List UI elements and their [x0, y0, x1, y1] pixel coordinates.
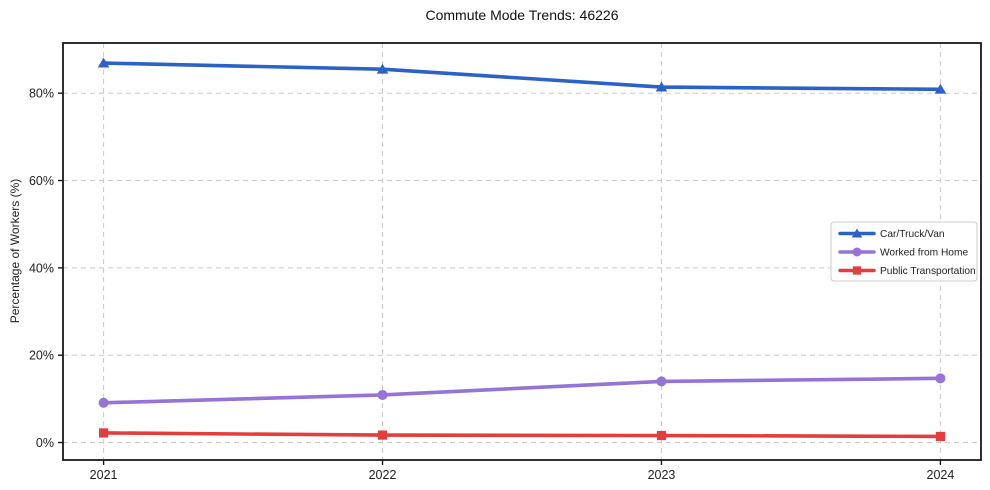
y-tick-label: 40% — [29, 261, 54, 275]
y-tick-label: 60% — [29, 174, 54, 188]
legend-item: Worked from Home — [838, 247, 968, 259]
series-line — [101, 61, 943, 92]
legend: Car/Truck/Van Worked from Home Public Tran… — [830, 221, 978, 282]
chart-title: Commute Mode Trends: 46226 — [425, 7, 619, 23]
x-tick-label: 2024 — [927, 468, 955, 482]
series-worked-from-home — [98, 373, 946, 408]
y-axis-label: Percentage of Workers (%) — [8, 178, 22, 324]
legend-label: Car/Truck/Van — [880, 229, 945, 240]
triangle-marker — [376, 63, 389, 74]
series-line — [101, 431, 943, 439]
triangle-marker — [655, 81, 668, 92]
circle-marker — [852, 247, 862, 257]
x-tick-label: 2022 — [369, 468, 397, 482]
triangle-marker — [934, 83, 947, 94]
legend-box — [830, 221, 978, 282]
x-tick-label: 2023 — [648, 468, 676, 482]
series-line — [101, 376, 943, 405]
legend-item: Car/Truck/Van — [838, 228, 945, 240]
circle-marker — [656, 376, 667, 387]
y-tick-label: 0% — [36, 436, 54, 450]
legend-item: Public Transportation — [838, 266, 976, 277]
plot-border — [62, 42, 982, 461]
square-marker — [656, 430, 667, 441]
y-tick-label: 80% — [29, 87, 54, 101]
square-marker — [935, 431, 946, 442]
square-marker — [377, 430, 388, 440]
series-car-truck-van — [97, 57, 947, 94]
circle-marker — [935, 373, 946, 384]
circle-marker — [377, 389, 388, 400]
legend-label: Public Transportation — [880, 266, 976, 277]
legend-label: Worked from Home — [880, 248, 968, 259]
square-marker — [98, 428, 109, 438]
y-tick-label: 20% — [29, 349, 54, 363]
series-public-transportation — [98, 428, 946, 442]
x-tick-label: 2021 — [90, 468, 118, 482]
triangle-marker — [851, 228, 863, 238]
square-marker — [852, 266, 862, 275]
circle-marker — [98, 397, 109, 408]
triangle-marker — [97, 57, 110, 68]
